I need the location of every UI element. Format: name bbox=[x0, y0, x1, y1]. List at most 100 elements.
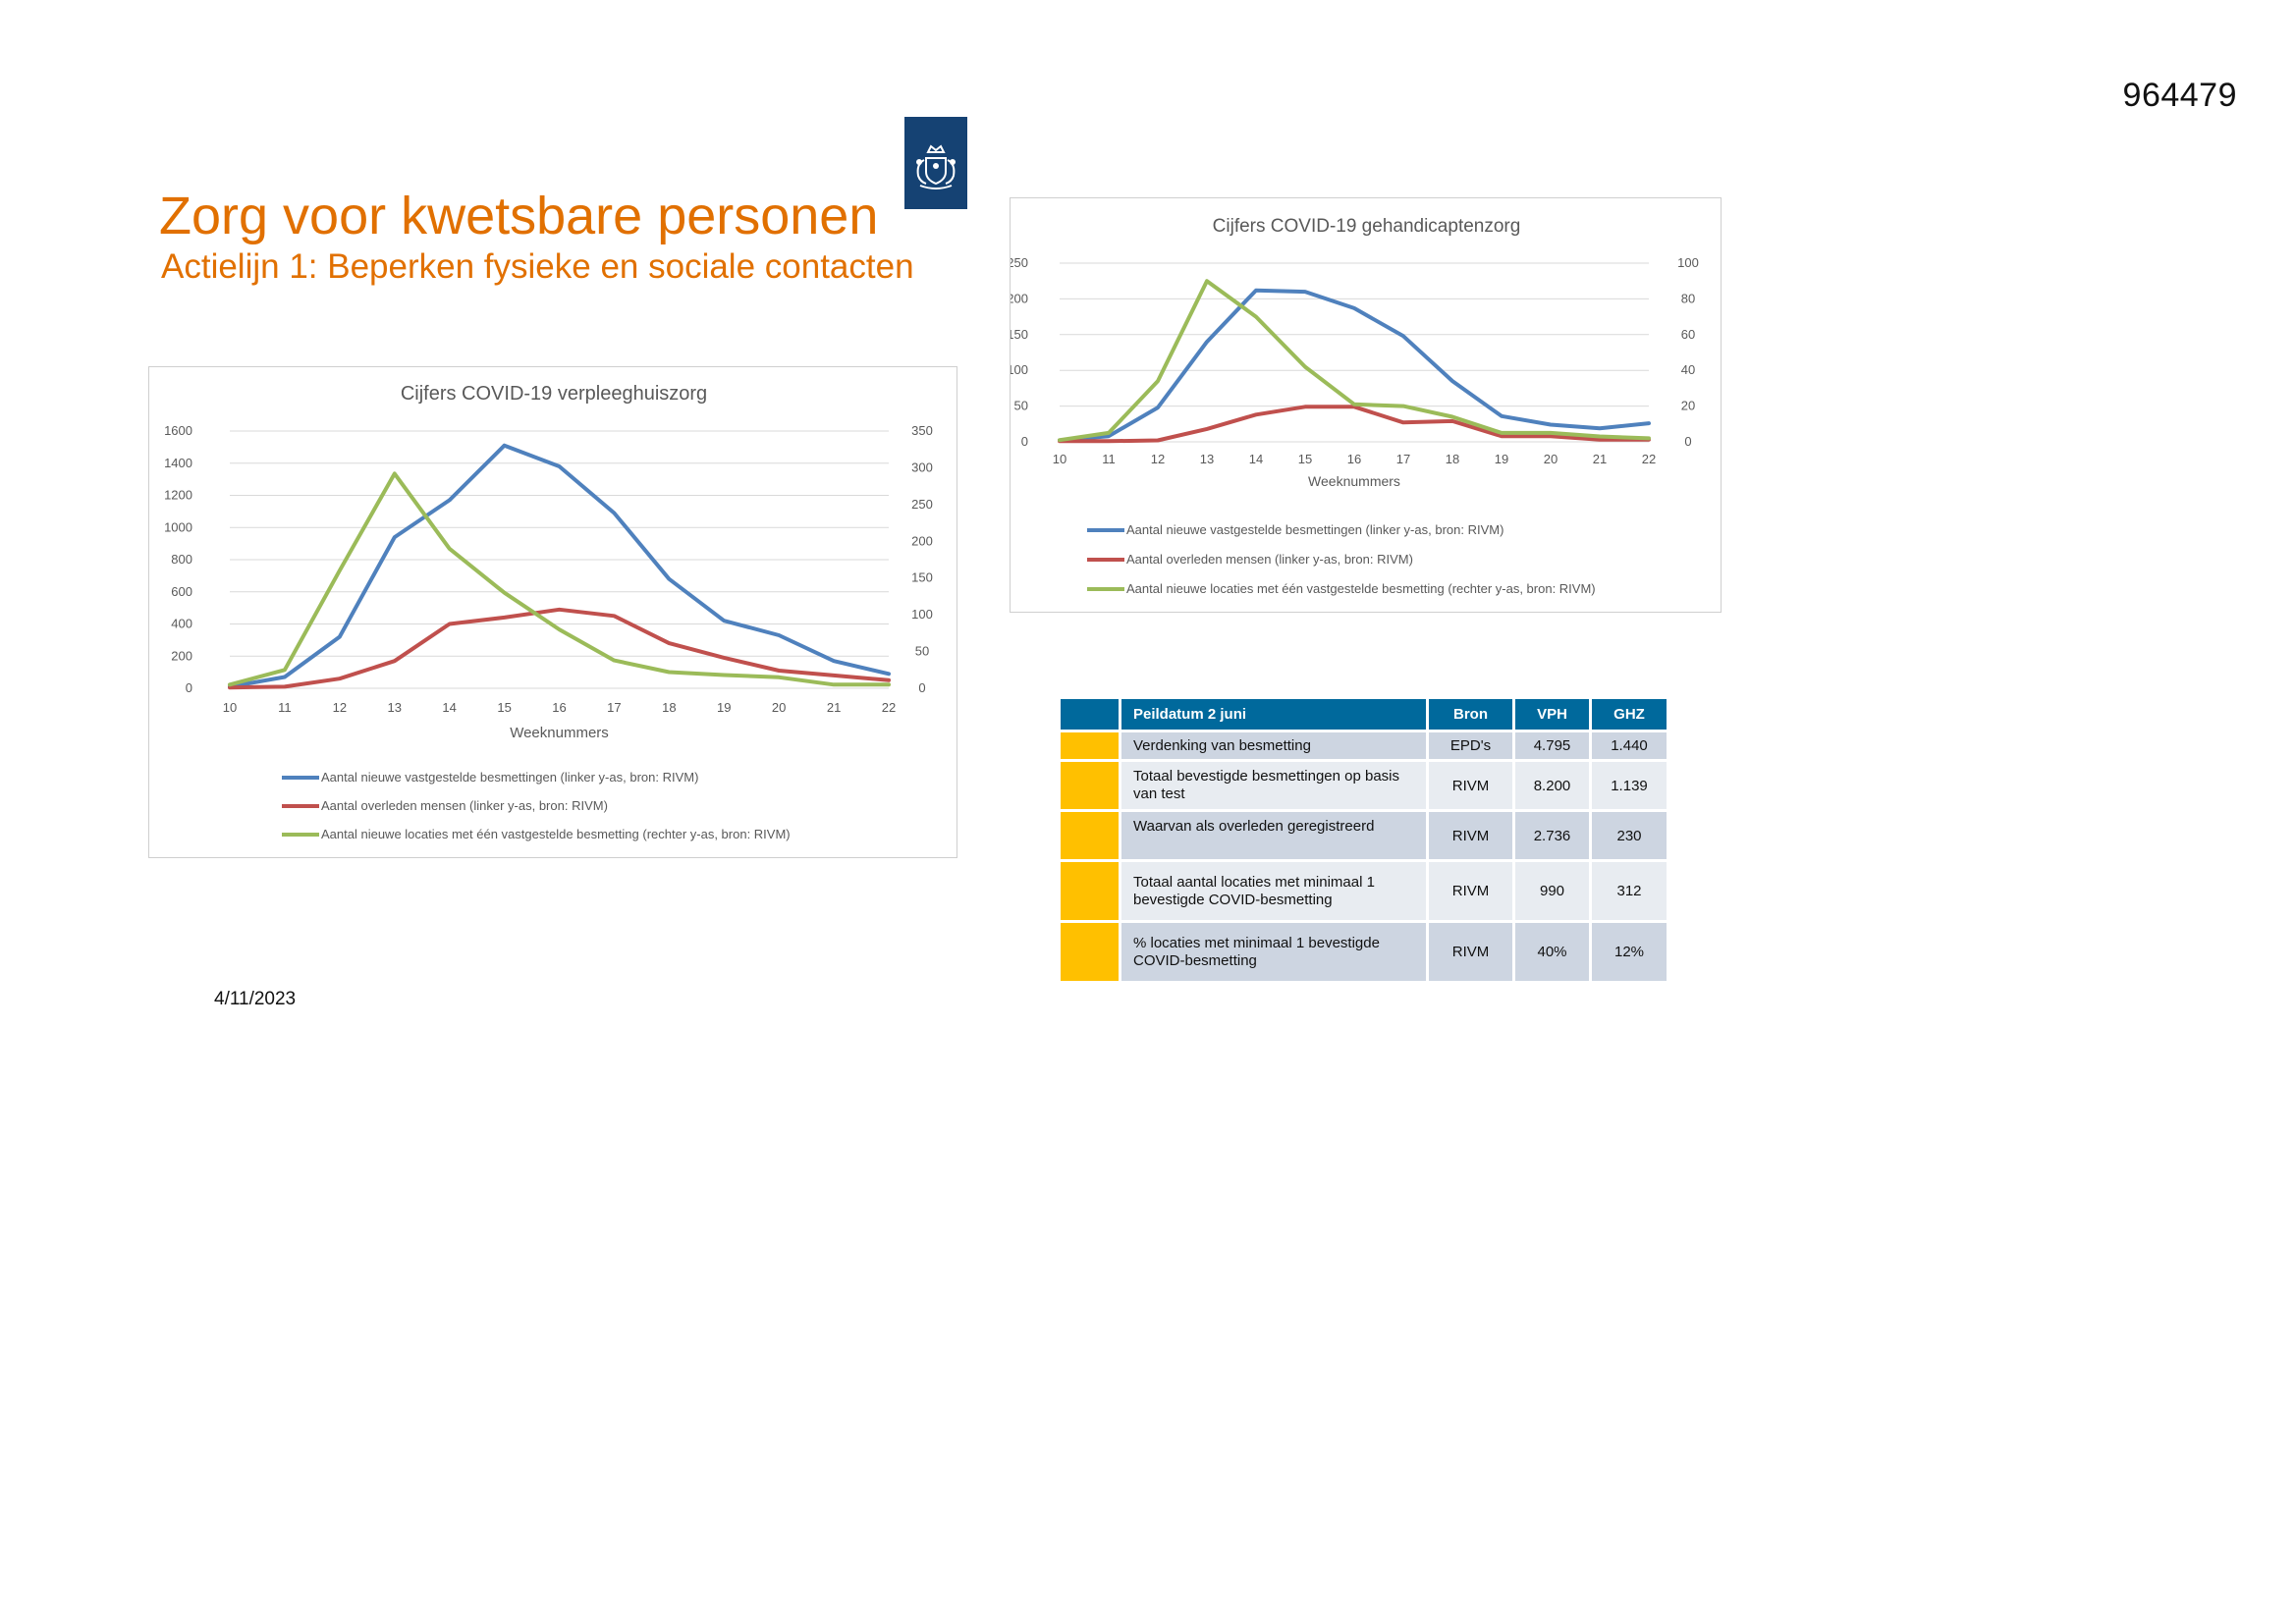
row-label: Waarvan als overleden geregistreerd bbox=[1121, 812, 1429, 862]
rijksoverheid-coat-of-arms-icon bbox=[904, 117, 967, 209]
table-row: Verdenking van besmetting EPD's 4.795 1.… bbox=[1061, 732, 1669, 762]
row-ghz: 312 bbox=[1592, 862, 1669, 923]
page-subtitle: Actielijn 1: Beperken fysieke en sociale… bbox=[161, 247, 914, 286]
legend-label: Aantal nieuwe locaties met één vastgeste… bbox=[321, 827, 791, 841]
y-left-tick-label: 50 bbox=[1014, 399, 1028, 413]
x-tick-label: 12 bbox=[333, 700, 347, 715]
legend-label: Aantal nieuwe locaties met één vastgeste… bbox=[1126, 581, 1596, 596]
x-tick-label: 22 bbox=[882, 700, 896, 715]
table-header-vph: VPH bbox=[1515, 699, 1592, 732]
x-tick-label: 18 bbox=[662, 700, 676, 715]
legend-label: Aantal nieuwe vastgestelde besmettingen … bbox=[321, 770, 698, 785]
series-line bbox=[1058, 288, 1651, 443]
x-tick-label: 21 bbox=[1593, 452, 1607, 466]
y-left-tick-label: 1400 bbox=[164, 456, 192, 470]
legend-label: Aantal overleden mensen (linker y-as, br… bbox=[321, 798, 608, 813]
page-title: Zorg voor kwetsbare personen bbox=[159, 187, 879, 245]
y-right-tick-label: 80 bbox=[1681, 291, 1695, 305]
table-header-row: Peildatum 2 juni Bron VPH GHZ bbox=[1061, 699, 1669, 732]
y-left-tick-label: 200 bbox=[171, 648, 192, 663]
row-marker bbox=[1061, 762, 1121, 812]
row-vph: 2.736 bbox=[1515, 812, 1592, 862]
y-right-tick-label: 100 bbox=[1677, 255, 1699, 270]
y-left-tick-label: 800 bbox=[171, 552, 192, 567]
table-header-marker bbox=[1061, 699, 1121, 732]
row-bron: RIVM bbox=[1429, 923, 1515, 984]
y-right-tick-label: 300 bbox=[911, 460, 933, 474]
y-left-tick-label: 0 bbox=[1021, 434, 1028, 449]
table-row: Totaal bevestigde besmettingen op basis … bbox=[1061, 762, 1669, 812]
y-left-tick-label: 600 bbox=[171, 584, 192, 599]
y-right-tick-label: 50 bbox=[915, 644, 929, 659]
chart-svg: Cijfers COVID-19 verpleeghuiszorg0200400… bbox=[164, 383, 933, 841]
x-tick-label: 11 bbox=[1102, 452, 1116, 466]
chart-ghz-gehandicaptenzorg: Cijfers COVID-19 gehandicaptenzorg050100… bbox=[1010, 197, 1722, 613]
x-tick-label: 17 bbox=[607, 700, 621, 715]
legend-label: Aantal overleden mensen (linker y-as, br… bbox=[1126, 552, 1413, 567]
chart-vph-verpleeghuiszorg: Cijfers COVID-19 verpleeghuiszorg 0 200 400… bbox=[148, 366, 957, 858]
x-tick-label: 12 bbox=[1151, 452, 1165, 466]
x-tick-label: 15 bbox=[497, 700, 511, 715]
chart-title: Cijfers COVID-19 verpleeghuiszorg bbox=[401, 383, 707, 405]
y-right-tick-label: 0 bbox=[918, 680, 925, 695]
stats-table: Peildatum 2 juni Bron VPH GHZ Verdenking… bbox=[1061, 699, 1669, 984]
row-ghz: 230 bbox=[1592, 812, 1669, 862]
x-tick-label: 14 bbox=[1249, 452, 1263, 466]
y-left-tick-label: 0 bbox=[186, 680, 192, 695]
document-date: 4/11/2023 bbox=[214, 989, 297, 1009]
series-line bbox=[1058, 405, 1651, 444]
row-vph: 4.795 bbox=[1515, 732, 1592, 762]
legend-label: Aantal nieuwe vastgestelde besmettingen … bbox=[1126, 522, 1503, 537]
table-header-peildatum: Peildatum 2 juni bbox=[1121, 699, 1429, 732]
row-marker bbox=[1061, 812, 1121, 862]
y-left-tick-label: 1200 bbox=[164, 488, 192, 503]
x-tick-label: 13 bbox=[1200, 452, 1214, 466]
x-tick-label: 19 bbox=[1495, 452, 1508, 466]
y-right-tick-label: 250 bbox=[911, 497, 933, 512]
table-header-ghz: GHZ bbox=[1592, 699, 1669, 732]
x-tick-label: 16 bbox=[552, 700, 566, 715]
chart-title: Cijfers COVID-19 gehandicaptenzorg bbox=[1213, 216, 1521, 237]
row-label: Verdenking van besmetting bbox=[1121, 732, 1429, 762]
row-marker bbox=[1061, 862, 1121, 923]
row-bron: EPD's bbox=[1429, 732, 1515, 762]
table-header-bron: Bron bbox=[1429, 699, 1515, 732]
table-row: Totaal aantal locaties met minimaal 1 be… bbox=[1061, 862, 1669, 923]
row-label: Totaal bevestigde besmettingen op basis … bbox=[1121, 762, 1429, 812]
series-line bbox=[228, 607, 891, 690]
row-label: Totaal aantal locaties met minimaal 1 be… bbox=[1121, 862, 1429, 923]
y-left-tick-label: 400 bbox=[171, 617, 192, 631]
y-right-tick-label: 350 bbox=[911, 423, 933, 438]
row-marker bbox=[1061, 923, 1121, 984]
y-left-tick-label: 150 bbox=[1011, 327, 1028, 342]
table-row: Waarvan als overleden geregistreerd RIVM… bbox=[1061, 812, 1669, 862]
x-tick-label: 19 bbox=[717, 700, 731, 715]
x-tick-label: 20 bbox=[1544, 452, 1558, 466]
y-left-tick-label: 1000 bbox=[164, 519, 192, 534]
row-vph: 990 bbox=[1515, 862, 1592, 923]
table-row: % locaties met minimaal 1 bevestigde COV… bbox=[1061, 923, 1669, 984]
x-tick-label: 10 bbox=[1053, 452, 1066, 466]
x-tick-label: 10 bbox=[223, 700, 237, 715]
y-right-tick-label: 60 bbox=[1681, 327, 1695, 342]
row-bron: RIVM bbox=[1429, 862, 1515, 923]
y-right-tick-label: 0 bbox=[1684, 434, 1691, 449]
row-ghz: 12% bbox=[1592, 923, 1669, 984]
x-axis-label: Weeknummers bbox=[510, 725, 609, 741]
document-number: 964479 bbox=[2122, 77, 2237, 114]
series-line bbox=[228, 471, 891, 687]
row-ghz: 1.440 bbox=[1592, 732, 1669, 762]
y-right-tick-label: 20 bbox=[1681, 399, 1695, 413]
chart-svg: Cijfers COVID-19 gehandicaptenzorg050100… bbox=[1011, 216, 1699, 596]
x-tick-label: 18 bbox=[1446, 452, 1459, 466]
y-left-tick-label: 200 bbox=[1011, 291, 1028, 305]
series-line bbox=[228, 443, 891, 689]
y-right-tick-label: 100 bbox=[911, 607, 933, 622]
x-tick-label: 20 bbox=[772, 700, 786, 715]
y-right-tick-label: 150 bbox=[911, 570, 933, 585]
y-left-tick-label: 1600 bbox=[164, 423, 192, 438]
series-line bbox=[1058, 279, 1651, 443]
y-right-tick-label: 40 bbox=[1681, 362, 1695, 377]
x-axis-label: Weeknummers bbox=[1308, 473, 1400, 489]
x-tick-label: 16 bbox=[1347, 452, 1361, 466]
